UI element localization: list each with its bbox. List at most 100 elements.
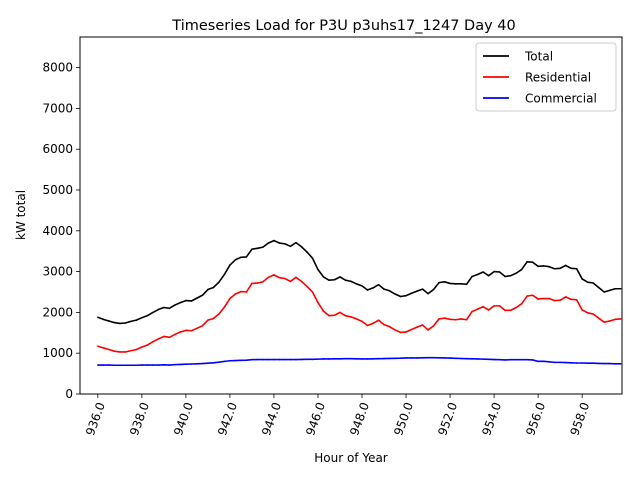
- data-point: [432, 325, 435, 327]
- data-point: [482, 358, 484, 360]
- data-point: [113, 350, 116, 352]
- data-point: [157, 364, 160, 366]
- data-point: [542, 297, 545, 300]
- data-point: [212, 361, 215, 364]
- data-point: [102, 347, 105, 349]
- data-point: [421, 356, 424, 359]
- data-point: [185, 299, 187, 302]
- data-point: [339, 276, 341, 278]
- data-point: [449, 318, 451, 321]
- data-point: [537, 360, 539, 363]
- data-point: [317, 358, 319, 360]
- data-point: [520, 303, 523, 305]
- series-layer: [97, 239, 622, 367]
- data-point: [531, 359, 534, 361]
- data-point: [190, 329, 193, 332]
- data-point: [322, 310, 325, 312]
- data-point: [526, 358, 528, 361]
- data-point: [493, 270, 495, 273]
- data-point: [548, 265, 550, 268]
- data-point: [119, 351, 121, 353]
- data-point: [427, 356, 429, 359]
- data-point: [196, 297, 198, 299]
- data-point: [619, 287, 622, 290]
- data-point: [295, 241, 297, 244]
- data-point: [586, 281, 589, 284]
- data-point: [102, 364, 105, 366]
- data-point: [251, 282, 253, 285]
- data-point: [575, 267, 578, 270]
- data-point: [135, 319, 138, 321]
- data-point: [201, 362, 204, 365]
- data-point: [179, 331, 182, 333]
- data-point: [597, 362, 600, 365]
- data-point: [537, 265, 539, 268]
- data-point: [394, 329, 396, 331]
- data-point: [229, 359, 231, 362]
- data-point: [267, 358, 270, 361]
- data-point: [366, 289, 369, 291]
- data-point: [542, 360, 545, 363]
- data-point: [289, 245, 292, 248]
- data-point: [388, 289, 391, 292]
- chart-title: Timeseries Load for P3U p3uhs17_1247 Day…: [171, 18, 515, 34]
- data-point: [157, 308, 160, 311]
- data-point: [262, 358, 264, 361]
- data-point: [300, 358, 303, 361]
- data-point: [130, 349, 132, 352]
- legend-label-total: Total: [524, 50, 553, 64]
- y-axis: 0 1000 2000 3000 4000 5000 6000 7000 8000: [42, 61, 80, 401]
- data-point: [570, 267, 572, 270]
- data-point: [460, 283, 462, 285]
- y-tick-label: 7000: [42, 101, 73, 115]
- data-point: [592, 282, 594, 284]
- data-point: [504, 359, 506, 361]
- data-point: [548, 360, 550, 363]
- data-point: [196, 363, 198, 365]
- data-point: [471, 275, 473, 278]
- data-point: [284, 243, 286, 245]
- data-point: [333, 278, 336, 281]
- data-point: [575, 362, 578, 364]
- data-point: [570, 361, 572, 364]
- data-point: [350, 316, 352, 318]
- data-point: [174, 333, 176, 336]
- data-point: [559, 361, 561, 364]
- data-point: [515, 306, 517, 309]
- data-point: [102, 318, 105, 321]
- data-point: [317, 268, 319, 271]
- data-point: [163, 306, 165, 309]
- data-point: [245, 256, 248, 258]
- data-point: [372, 358, 374, 360]
- data-point: [399, 357, 402, 359]
- series-line-total: [97, 239, 621, 325]
- y-tick-label: 4000: [42, 224, 73, 238]
- data-point: [190, 363, 193, 365]
- data-point: [410, 357, 413, 359]
- data-point: [141, 316, 143, 319]
- data-point: [339, 311, 341, 314]
- series-points-commercial: [97, 356, 622, 367]
- data-point: [487, 309, 490, 311]
- data-point: [146, 344, 149, 346]
- data-point: [608, 320, 611, 322]
- data-point: [487, 358, 490, 361]
- data-point: [498, 271, 501, 273]
- data-point: [399, 331, 402, 334]
- data-point: [251, 248, 253, 250]
- data-point: [548, 297, 550, 300]
- data-point: [130, 320, 132, 323]
- data-point: [614, 363, 616, 365]
- data-point: [273, 239, 275, 242]
- data-point: [471, 358, 473, 360]
- data-point: [388, 357, 391, 360]
- data-point: [212, 317, 215, 320]
- data-point: [201, 294, 204, 297]
- data-point: [207, 319, 209, 321]
- data-point: [460, 357, 462, 360]
- data-point: [449, 282, 451, 285]
- data-point: [234, 258, 237, 261]
- data-point: [465, 283, 468, 286]
- data-point: [427, 329, 429, 331]
- data-point: [284, 277, 286, 280]
